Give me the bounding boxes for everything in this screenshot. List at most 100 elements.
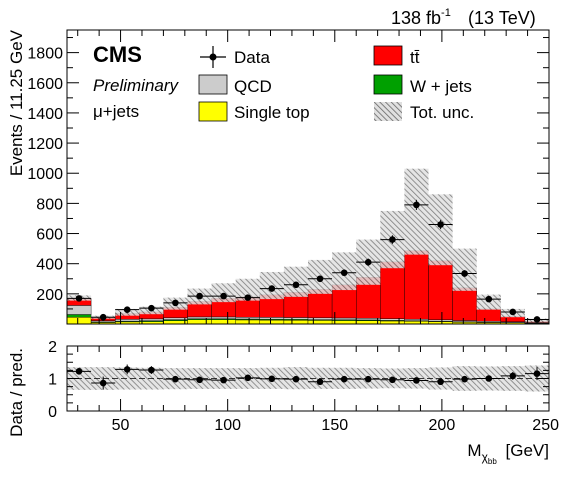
legend-entry-single-top: Single top: [199, 102, 310, 122]
stack-bar-0-5: [188, 320, 212, 324]
stack-bar-2-5: [188, 317, 212, 319]
ratio-point-3: [148, 367, 155, 374]
stack-bar-2-7: [236, 317, 260, 319]
stack-bar-2-0: [67, 305, 91, 314]
ratio-point-5: [196, 377, 203, 384]
stack-bar-2-3: [139, 319, 163, 321]
ratio-point-18: [509, 373, 516, 380]
unc-bar-14: [404, 169, 428, 255]
ratio-xtick-label-250: 250: [532, 417, 559, 434]
main-ytick-label-800: 800: [36, 196, 63, 213]
ratio-ytick-label-1: 1: [48, 372, 57, 389]
main-ytick-label-400: 400: [36, 257, 63, 274]
ratio-point-6: [220, 377, 227, 384]
stack-bar-3-13: [380, 262, 404, 319]
channel-label: μ+jets: [93, 102, 139, 121]
data-point-6: [220, 293, 227, 300]
legend-label-tot-unc: Tot. unc.: [410, 103, 474, 122]
data-point-17: [486, 296, 493, 303]
ratio-point-2: [124, 366, 131, 373]
main-ytick-label-1200: 1200: [27, 136, 63, 153]
ratio-xtick-label-150: 150: [321, 417, 348, 434]
data-point-2: [124, 306, 131, 313]
main-ytick-label-1800: 1800: [27, 46, 63, 63]
stack-bar-2-11: [332, 318, 356, 320]
stack-bar-0-6: [212, 320, 236, 324]
stack-bar-0-7: [236, 320, 260, 324]
legend-label-qcd: QCD: [234, 77, 272, 96]
data-point-18: [509, 309, 516, 316]
data-point-10: [317, 275, 324, 282]
legend-entry-tot-unc: Tot. unc.: [374, 102, 474, 122]
legend-entry-ttbar: tt̄: [374, 46, 420, 67]
unc-bar-16: [453, 249, 477, 291]
stack-bar-2-12: [356, 318, 380, 320]
legend-entry-wjets: W + jets: [374, 75, 472, 96]
data-point-16: [461, 270, 468, 277]
data-point-8: [268, 285, 275, 292]
legend-entry-qcd: QCD: [199, 75, 272, 96]
ratio-point-11: [341, 376, 348, 383]
ratio-xtick-label-50: 50: [112, 417, 130, 434]
ratio-point-8: [268, 376, 275, 383]
ratio-point-1: [100, 380, 107, 387]
stack-bar-3-17: [477, 309, 501, 321]
preliminary-label: Preliminary: [93, 76, 180, 95]
ratio-xtick-label-200: 200: [429, 417, 456, 434]
ratio-y-axis-label: Data / pred.: [7, 348, 26, 437]
data-point-14: [413, 202, 420, 209]
main-ytick-label-1600: 1600: [27, 76, 63, 93]
stack-bar-0-10: [308, 320, 332, 324]
stack-bar-3-14: [404, 251, 428, 320]
ratio-point-4: [172, 376, 179, 383]
data-point-13: [389, 236, 396, 243]
data-point-3: [148, 305, 155, 312]
data-point-1: [100, 314, 107, 321]
legend-entry-data: Data: [200, 46, 270, 68]
stack-bar-2-4: [163, 318, 187, 320]
ratio-point-15: [437, 378, 444, 385]
data-point-11: [341, 269, 348, 276]
legend-label-wjets: W + jets: [410, 77, 472, 96]
ratio-xtick-label-100: 100: [214, 417, 241, 434]
ratio-ytick-label-2: 2: [48, 339, 57, 356]
ratio-point-12: [365, 376, 372, 383]
ratio-point-9: [293, 376, 300, 383]
x-axis-label: Mχbb [GeV]: [467, 441, 549, 466]
stack-bar-2-8: [260, 317, 284, 319]
stack-bar-2-10: [308, 318, 332, 320]
main-ytick-label-1400: 1400: [27, 106, 63, 123]
main-ytick-label-200: 200: [36, 287, 63, 304]
main-ytick-label-1000: 1000: [27, 166, 63, 183]
ratio-ytick-label-0: 0: [48, 404, 57, 421]
ratio-point-7: [245, 375, 252, 382]
data-point-12: [365, 259, 372, 266]
unc-bar-15: [429, 194, 453, 265]
stack-bar-2-6: [212, 317, 236, 319]
stack-bar-1-0: [67, 315, 91, 318]
stack-bar-0-11: [332, 321, 356, 324]
lumi-label: 138 fb-1: [391, 7, 451, 28]
legend: Data tt̄ QCD W + jets Single top Tot. un…: [199, 46, 474, 122]
stack-bar-2-14: [404, 319, 428, 321]
data-point-15: [437, 221, 444, 228]
stack-bar-2-9: [284, 318, 308, 320]
cms-label: CMS: [93, 42, 142, 67]
ratio-point-19: [534, 370, 541, 377]
data-point-5: [196, 293, 203, 300]
data-point-4: [172, 300, 179, 307]
legend-label-data: Data: [234, 48, 270, 67]
stack-bar-3-18: [501, 316, 525, 321]
ratio-point-13: [389, 377, 396, 384]
legend-label-single-top: Single top: [234, 103, 310, 122]
stack-bar-0-8: [260, 320, 284, 324]
data-point-0: [76, 295, 83, 302]
legend-label-ttbar: tt̄: [410, 48, 420, 67]
stack-bar-2-13: [380, 319, 404, 321]
ratio-point-14: [413, 377, 420, 384]
data-point-7: [245, 294, 252, 301]
ratio-point-0: [76, 368, 83, 375]
ratio-point-16: [461, 376, 468, 383]
stack-bar-2-2: [115, 319, 139, 321]
